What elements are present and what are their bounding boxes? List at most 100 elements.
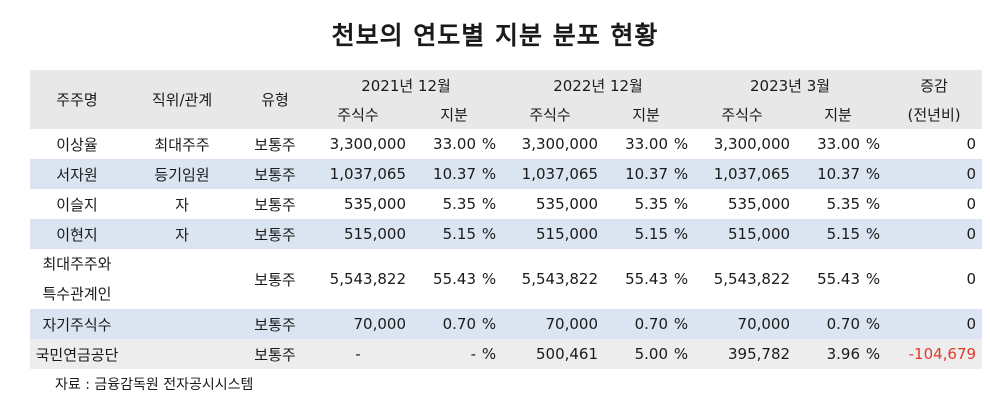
shares-2023: 395,782 [694, 339, 791, 369]
stake-2022: 5.35 [634, 195, 669, 213]
shares-2022: 5,543,822 [521, 270, 599, 288]
table-row: 이상율 최대주주 보통주 3,300,000 33.00 % 3,300,000… [30, 129, 982, 159]
stake-2022: 5.15 [598, 219, 669, 249]
shares-2021: 1,037,065 [310, 159, 406, 189]
share-type: 보통주 [240, 159, 310, 189]
shares-2023: 515,000 [694, 219, 791, 249]
stake-unit: % [865, 135, 881, 153]
stake-2022: 0.70 [598, 309, 669, 339]
shares-2021: 5,543,822 [329, 270, 406, 288]
table-row: 최대주주와 특수관계인 보통주 5,543,822 55.43 % 5,543,… [30, 249, 982, 309]
stake-2023: 5.15 [790, 219, 861, 249]
share-type: 보통주 [254, 270, 296, 289]
stake-unit: % [476, 159, 503, 189]
header-period-2021: 2021년 12월 [310, 70, 503, 100]
share-type: 보통주 [240, 219, 310, 249]
shares-2021: - [310, 339, 406, 369]
holder-relation [124, 309, 240, 339]
stake-unit: % [476, 309, 503, 339]
holder-name: 최대주주와 특수관계인 [30, 249, 124, 309]
holder-name: 이상율 [56, 135, 98, 154]
stake-unit: % [865, 270, 881, 288]
shares-2021: 535,000 [343, 195, 406, 213]
shares-2023: 535,000 [728, 195, 791, 213]
table-row: 국민연금공단 보통주 - - % 500,461 5.00 % 395,782 … [30, 339, 983, 369]
table-title: 천보의 연도별 지분 분포 현황 [331, 21, 659, 50]
change-value: -104,679 [886, 339, 983, 369]
change-value: 0 [886, 219, 983, 249]
stake-2022: 10.37 [598, 159, 669, 189]
stake-2021: 5.35 [442, 195, 476, 213]
change-value: 0 [966, 135, 977, 153]
holder-relation: 등기임원 [124, 159, 240, 189]
shares-2023: 1,037,065 [694, 159, 791, 189]
shares-2021: 3,300,000 [329, 135, 406, 153]
header-change-sub: (전년비) [886, 100, 983, 129]
stake-unit: % [673, 270, 689, 288]
holder-relation: 자 [124, 219, 240, 249]
stake-unit: % [860, 339, 887, 369]
shares-2022: 515,000 [502, 219, 599, 249]
share-type: 보통주 [240, 309, 310, 339]
stake-unit: % [860, 309, 887, 339]
shareholding-table: 주주명 직위/관계 유형 2021년 12월 2022년 12월 2023년 3… [30, 70, 983, 369]
stake-unit: % [481, 135, 497, 153]
stake-unit: % [865, 195, 881, 213]
stake-2021: - [406, 339, 476, 369]
shares-2021: 515,000 [310, 219, 406, 249]
stake-unit: % [476, 219, 503, 249]
holder-relation [124, 339, 240, 369]
source-note: 자료 : 금융감독원 전자공시시스템 [55, 377, 254, 393]
header-change: 증감 [886, 70, 983, 100]
stake-2023: 0.70 [790, 309, 861, 339]
stake-unit: % [476, 339, 503, 369]
change-value: 0 [966, 270, 977, 288]
share-type: 보통주 [254, 195, 296, 214]
table-row: 이현지 자 보통주 515,000 5.15 % 515,000 5.15 % … [30, 219, 983, 249]
shares-2021: 70,000 [310, 309, 406, 339]
header-stake: 지분 [790, 100, 887, 129]
change-value: 0 [966, 195, 977, 213]
shares-2022: 3,300,000 [521, 135, 599, 153]
holder-relation [124, 249, 240, 309]
holder-name: 서자원 [30, 159, 124, 189]
shares-2023: 5,543,822 [713, 270, 791, 288]
table-header: 주주명 직위/관계 유형 2021년 12월 2022년 12월 2023년 3… [30, 70, 983, 129]
holder-name: 이현지 [30, 219, 124, 249]
header-period-2023: 2023년 3월 [694, 70, 887, 100]
stake-unit: % [481, 195, 497, 213]
stake-2021: 5.15 [406, 219, 476, 249]
table-row: 서자원 등기임원 보통주 1,037,065 10.37 % 1,037,065… [30, 159, 983, 189]
header-shares: 주식수 [310, 100, 406, 129]
shares-2023: 3,300,000 [713, 135, 791, 153]
stake-2022: 33.00 [625, 135, 669, 153]
shares-2022: 535,000 [535, 195, 599, 213]
stake-2022: 5.00 [598, 339, 669, 369]
shares-2023: 70,000 [694, 309, 791, 339]
holder-name: 국민연금공단 [30, 339, 124, 369]
stake-unit: % [668, 309, 695, 339]
header-type: 유형 [240, 70, 310, 129]
stake-2023: 10.37 [790, 159, 861, 189]
holder-name-line2: 특수관계인 [42, 285, 112, 303]
header-shares: 주식수 [502, 100, 599, 129]
shares-2022: 70,000 [502, 309, 599, 339]
stake-unit: % [860, 219, 887, 249]
stake-2023: 5.35 [826, 195, 861, 213]
stake-2021: 33.00 [433, 135, 476, 153]
share-type: 보통주 [240, 339, 310, 369]
stake-2021: 55.43 [433, 270, 476, 288]
table-row: 이슬지 자 보통주 535,000 5.35 % 535,000 5.35 % … [30, 189, 982, 219]
header-shares: 주식수 [694, 100, 791, 129]
stake-2023: 3.96 [790, 339, 861, 369]
stake-unit: % [860, 159, 887, 189]
header-period-2022: 2022년 12월 [502, 70, 695, 100]
stake-unit: % [668, 219, 695, 249]
holder-name: 이슬지 [56, 195, 98, 214]
stake-unit: % [673, 135, 689, 153]
stake-unit: % [481, 270, 497, 288]
holder-relation: 자 [175, 195, 189, 214]
table-row: 자기주식수 보통주 70,000 0.70 % 70,000 0.70 % 70… [30, 309, 983, 339]
holder-name-line1: 최대주주와 [42, 255, 112, 273]
holder-name: 자기주식수 [30, 309, 124, 339]
